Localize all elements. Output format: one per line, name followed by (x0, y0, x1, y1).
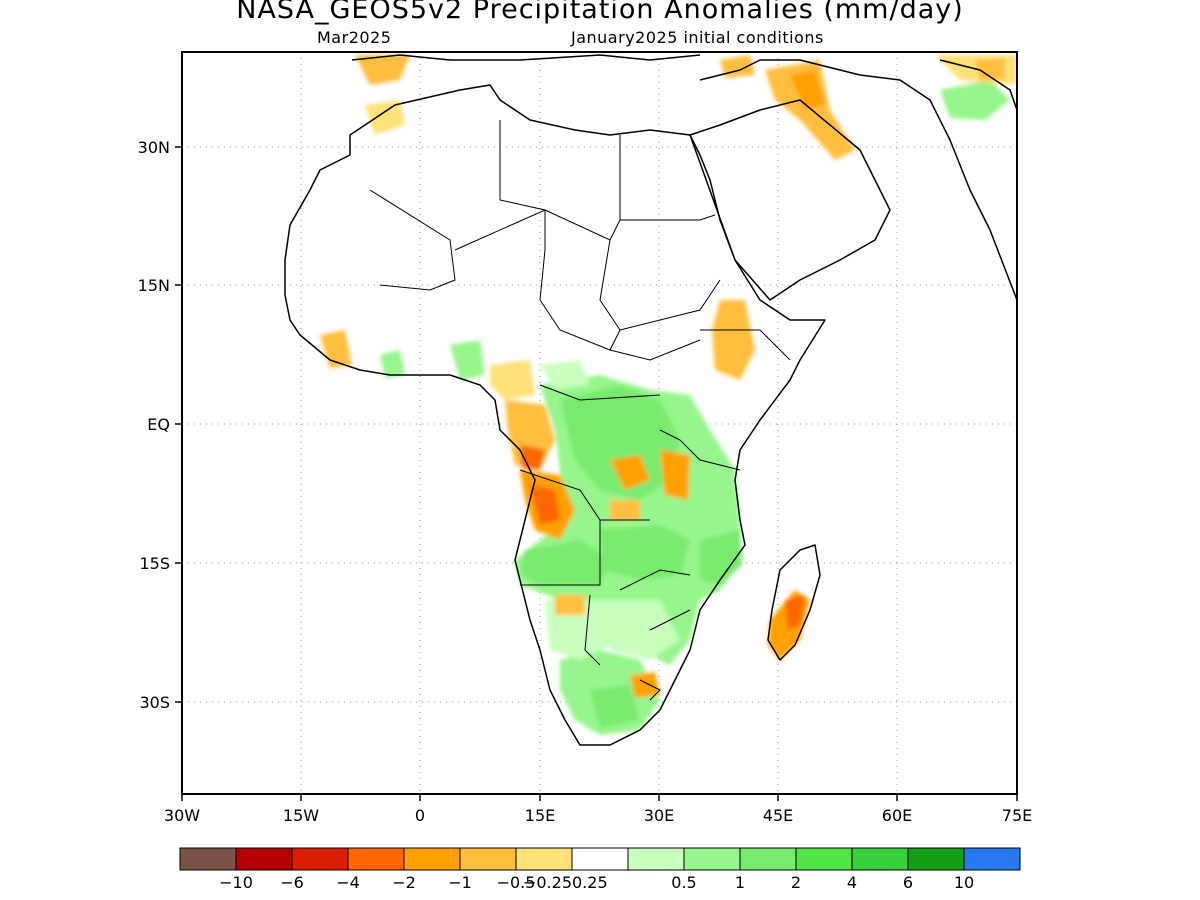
central-asia (939, 59, 1017, 111)
anomaly-shading (320, 55, 1017, 735)
colorbar-tick-label: −0.25 (523, 873, 572, 892)
southern-europe-coast (351, 54, 701, 61)
forecast-month: Mar2025 (317, 28, 392, 47)
colorbar-tick-label: 0.25 (572, 873, 608, 892)
lon-label: 75E (1002, 806, 1032, 825)
colorbar-swatch (907, 847, 965, 871)
colorbar-swatch (459, 847, 517, 871)
lon-label: 15W (283, 806, 319, 825)
colorbar-tick-label: −1 (448, 873, 472, 892)
colorbar-swatch (235, 847, 293, 871)
coastlines (284, 54, 1017, 746)
colorbar-swatch (291, 847, 349, 871)
colorbar-tick-label: −6 (280, 873, 304, 892)
colorbar-swatch (571, 847, 629, 871)
colorbar-tick-label: 1 (735, 873, 745, 892)
colorbar-swatch (179, 847, 237, 871)
colorbar-swatch (627, 847, 685, 871)
axis-ticks (175, 146, 1018, 801)
lat-label: EQ (147, 415, 170, 434)
colorbar-tick-label: −10 (219, 873, 253, 892)
colorbar-swatch (347, 847, 405, 871)
colorbar-tick-label: 10 (954, 873, 974, 892)
colorbar-labels: −10 −6 −4 −2 −1 −0.5 −0.25 0.25 0.5 1 2 … (219, 873, 974, 892)
map-gridlines (182, 52, 1017, 794)
lat-label: 15S (139, 554, 170, 573)
lon-label: 0 (415, 806, 425, 825)
colorbar-tick-label: −2 (392, 873, 416, 892)
colorbar-tick-label: 2 (791, 873, 801, 892)
latitude-labels: 30N 15N EQ 15S 30S (138, 138, 170, 712)
chart-title: NASA_GEOS5v2 Precipitation Anomalies (mm… (236, 0, 964, 25)
colorbar-swatch (795, 847, 853, 871)
colorbar-tick-label: 0.5 (671, 873, 696, 892)
arabian-peninsula (689, 99, 891, 301)
lat-label: 30N (138, 138, 170, 157)
colorbar-swatch (683, 847, 741, 871)
initial-conditions-label: January2025 initial conditions (571, 28, 824, 47)
colorbar-tick-label: 6 (903, 873, 913, 892)
longitude-labels: 30W 15W 0 15E 30E 45E 60E 75E (164, 806, 1032, 825)
africa-coastline (284, 84, 826, 746)
lon-label: 60E (882, 806, 912, 825)
colorbar-swatch (403, 847, 461, 871)
colorbar-tick-label: 4 (847, 873, 857, 892)
lon-label: 45E (763, 806, 793, 825)
lon-label: 30E (644, 806, 674, 825)
colorbar-swatch (739, 847, 797, 871)
madagascar-coastline (767, 544, 821, 661)
colorbar (179, 847, 1021, 871)
middle-east-coast (699, 59, 1017, 301)
colorbar-swatch (963, 847, 1021, 871)
plot-frame (181, 51, 1018, 795)
lat-label: 30S (139, 693, 170, 712)
colorbar-tick-label: −4 (336, 873, 360, 892)
country-borders (369, 120, 791, 701)
colorbar-swatch (515, 847, 573, 871)
lon-label: 30W (164, 806, 200, 825)
colorbar-tick-label: −0.5 (497, 873, 536, 892)
lat-label: 15N (138, 276, 170, 295)
colorbar-swatch (851, 847, 909, 871)
lon-label: 15E (525, 806, 555, 825)
